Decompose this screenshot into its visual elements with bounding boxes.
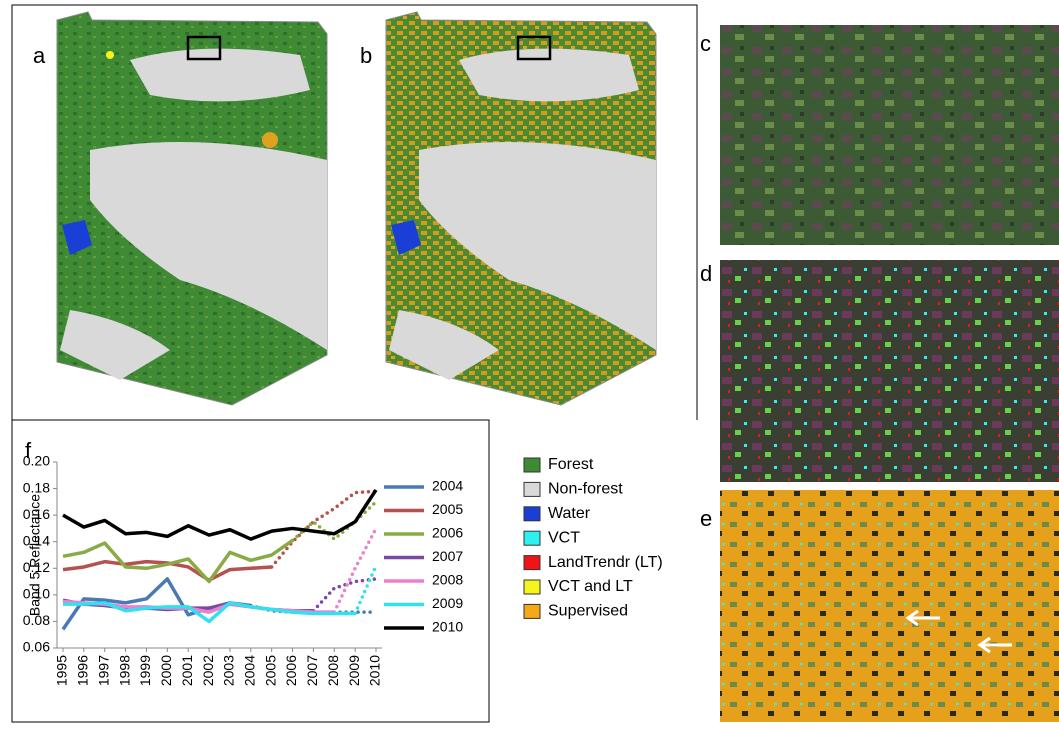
panel-label: a <box>33 43 46 68</box>
image-d <box>720 260 1059 482</box>
x-tick-label: 2010 <box>367 655 383 686</box>
y-tick-label: 0.16 <box>23 506 50 522</box>
legend-label: Non-forest <box>548 481 623 498</box>
map-a <box>57 12 327 405</box>
legend-label: Forest <box>548 456 594 473</box>
x-tick-label: 2001 <box>179 655 195 686</box>
x-tick-label: 2009 <box>346 655 362 686</box>
x-tick-label: 2008 <box>325 655 341 686</box>
y-tick-label: 0.06 <box>23 639 50 655</box>
legend-label: 2004 <box>432 478 463 494</box>
x-tick-label: 1997 <box>95 655 111 686</box>
x-tick-label: 2002 <box>200 655 216 686</box>
legend-swatch <box>524 507 540 521</box>
y-tick-label: 0.08 <box>23 612 50 628</box>
x-tick-label: 2003 <box>221 655 237 686</box>
map-b <box>386 12 656 405</box>
legend-label: 2010 <box>432 619 463 635</box>
legend-swatch <box>524 458 540 472</box>
series-line <box>63 540 293 581</box>
legend-label: VCT <box>548 529 580 546</box>
legend-label: Water <box>548 505 591 522</box>
x-tick-label: 1996 <box>75 655 91 686</box>
legend-label: 2008 <box>432 572 463 588</box>
x-tick-label: 2005 <box>262 655 278 686</box>
series-dotted-line <box>355 566 376 614</box>
y-tick-label: 0.18 <box>23 479 50 495</box>
x-tick-label: 2007 <box>304 655 320 686</box>
legend-label: 2007 <box>432 548 463 564</box>
x-tick-label: 2000 <box>158 655 174 686</box>
legend-label: 2009 <box>432 595 463 611</box>
panel-label: b <box>360 43 372 68</box>
x-tick-label: 1998 <box>116 655 132 686</box>
legend-label: VCT and LT <box>548 578 633 595</box>
y-tick-label: 0.12 <box>23 559 50 575</box>
series-dotted-line <box>313 579 376 611</box>
series-line <box>63 490 376 539</box>
image-c <box>720 25 1059 245</box>
y-tick-label: 0.10 <box>23 586 50 602</box>
legend-swatch <box>524 531 540 545</box>
panel-label: e <box>700 506 712 531</box>
legend-swatch <box>524 604 540 618</box>
figure: a b c d e f Band 5 Reflectance ForestNon… <box>0 0 1059 725</box>
legend-swatch <box>524 580 540 594</box>
legend-swatch <box>524 556 540 570</box>
legend-label: LandTrendr (LT) <box>548 554 663 571</box>
y-tick-label: 0.14 <box>23 532 50 548</box>
panel-label: d <box>700 261 712 286</box>
series-dotted-line <box>334 528 376 612</box>
panel-label: c <box>700 31 711 56</box>
page: a b c d e f Band 5 Reflectance ForestNon… <box>0 0 1059 730</box>
y-tick-label: 0.20 <box>23 453 50 469</box>
legend-label: 2006 <box>432 525 463 541</box>
legend-swatch <box>524 482 540 496</box>
image-e <box>720 490 1059 722</box>
legend-label: 2005 <box>432 501 463 517</box>
x-tick-label: 2006 <box>283 655 299 686</box>
legend-label: Supervised <box>548 603 628 620</box>
x-tick-label: 1999 <box>137 655 153 686</box>
x-tick-label: 2004 <box>242 655 258 686</box>
x-tick-label: 1995 <box>54 655 70 686</box>
